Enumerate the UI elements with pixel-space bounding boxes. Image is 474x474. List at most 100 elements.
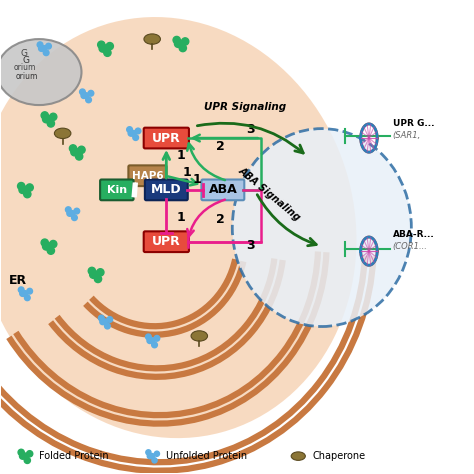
Text: UPR: UPR <box>152 235 181 248</box>
Circle shape <box>43 243 50 250</box>
Text: G: G <box>20 48 27 57</box>
Text: 3: 3 <box>246 239 255 252</box>
Circle shape <box>21 186 28 193</box>
Circle shape <box>102 319 108 325</box>
Ellipse shape <box>191 331 208 341</box>
Circle shape <box>98 41 105 48</box>
Circle shape <box>47 120 55 127</box>
Circle shape <box>99 315 104 321</box>
Circle shape <box>72 215 77 220</box>
Circle shape <box>152 342 157 348</box>
Circle shape <box>135 128 141 134</box>
Text: Chaperone: Chaperone <box>312 451 365 461</box>
Circle shape <box>71 148 78 156</box>
Circle shape <box>182 38 189 45</box>
Circle shape <box>19 453 26 459</box>
Ellipse shape <box>0 17 356 438</box>
Circle shape <box>174 40 182 47</box>
Circle shape <box>20 291 26 296</box>
Circle shape <box>101 45 109 52</box>
Circle shape <box>173 36 180 44</box>
Circle shape <box>41 46 46 51</box>
Text: 1: 1 <box>183 166 191 179</box>
Text: 2: 2 <box>216 213 225 226</box>
Circle shape <box>147 338 153 344</box>
Circle shape <box>74 208 80 214</box>
Circle shape <box>37 42 43 47</box>
Circle shape <box>46 43 51 49</box>
Circle shape <box>26 184 33 191</box>
Circle shape <box>45 243 52 250</box>
Text: orium: orium <box>16 72 38 81</box>
Circle shape <box>47 247 55 254</box>
Circle shape <box>69 210 75 216</box>
Circle shape <box>78 146 85 154</box>
Circle shape <box>106 43 113 50</box>
Ellipse shape <box>0 39 82 105</box>
Circle shape <box>22 453 28 459</box>
FancyBboxPatch shape <box>128 165 166 186</box>
Text: Unfolded Protein: Unfolded Protein <box>166 451 247 461</box>
Text: UPR G...: UPR G... <box>392 119 434 128</box>
Ellipse shape <box>291 452 305 460</box>
Circle shape <box>107 317 113 322</box>
Circle shape <box>75 153 83 160</box>
FancyBboxPatch shape <box>145 180 188 200</box>
Text: G: G <box>23 55 29 64</box>
Circle shape <box>177 40 184 47</box>
Circle shape <box>128 130 134 136</box>
Text: (COR1...: (COR1... <box>392 242 428 251</box>
Circle shape <box>155 451 159 456</box>
FancyBboxPatch shape <box>201 180 244 200</box>
Text: Folded Protein: Folded Protein <box>39 451 109 461</box>
Circle shape <box>27 288 33 294</box>
Circle shape <box>179 45 186 52</box>
Circle shape <box>18 182 25 190</box>
Text: UPR: UPR <box>152 132 181 145</box>
Circle shape <box>99 45 106 52</box>
Circle shape <box>149 338 155 344</box>
Circle shape <box>50 113 57 120</box>
Circle shape <box>22 291 28 296</box>
Circle shape <box>18 287 24 292</box>
Text: ABA Signaling: ABA Signaling <box>237 165 303 222</box>
Circle shape <box>100 319 106 325</box>
Circle shape <box>41 112 48 119</box>
Text: orium: orium <box>13 63 36 72</box>
Circle shape <box>130 130 136 136</box>
Circle shape <box>73 148 81 156</box>
Circle shape <box>69 145 77 152</box>
Text: (SAR1,: (SAR1, <box>392 131 421 140</box>
Circle shape <box>18 449 24 456</box>
Text: 1: 1 <box>177 149 185 162</box>
Circle shape <box>150 454 155 459</box>
FancyBboxPatch shape <box>144 128 189 148</box>
Circle shape <box>50 240 57 248</box>
Circle shape <box>25 295 30 301</box>
Circle shape <box>27 451 33 457</box>
Circle shape <box>38 46 44 51</box>
Ellipse shape <box>232 128 411 327</box>
Circle shape <box>45 116 52 123</box>
Circle shape <box>147 454 153 459</box>
Ellipse shape <box>55 128 71 138</box>
Circle shape <box>24 191 31 198</box>
Text: 1: 1 <box>177 210 185 224</box>
Text: 1: 1 <box>192 173 201 186</box>
Circle shape <box>152 458 157 463</box>
Circle shape <box>88 267 95 274</box>
Ellipse shape <box>144 34 160 44</box>
Circle shape <box>90 271 97 278</box>
Circle shape <box>24 457 30 464</box>
FancyBboxPatch shape <box>144 231 189 252</box>
Circle shape <box>154 336 160 341</box>
Circle shape <box>41 239 48 246</box>
Circle shape <box>86 97 91 103</box>
Circle shape <box>67 210 73 216</box>
Text: Kin: Kin <box>107 185 127 195</box>
Text: HAP6: HAP6 <box>132 171 163 181</box>
Circle shape <box>81 93 87 99</box>
Circle shape <box>92 271 99 278</box>
Circle shape <box>88 91 94 96</box>
Circle shape <box>94 275 101 283</box>
